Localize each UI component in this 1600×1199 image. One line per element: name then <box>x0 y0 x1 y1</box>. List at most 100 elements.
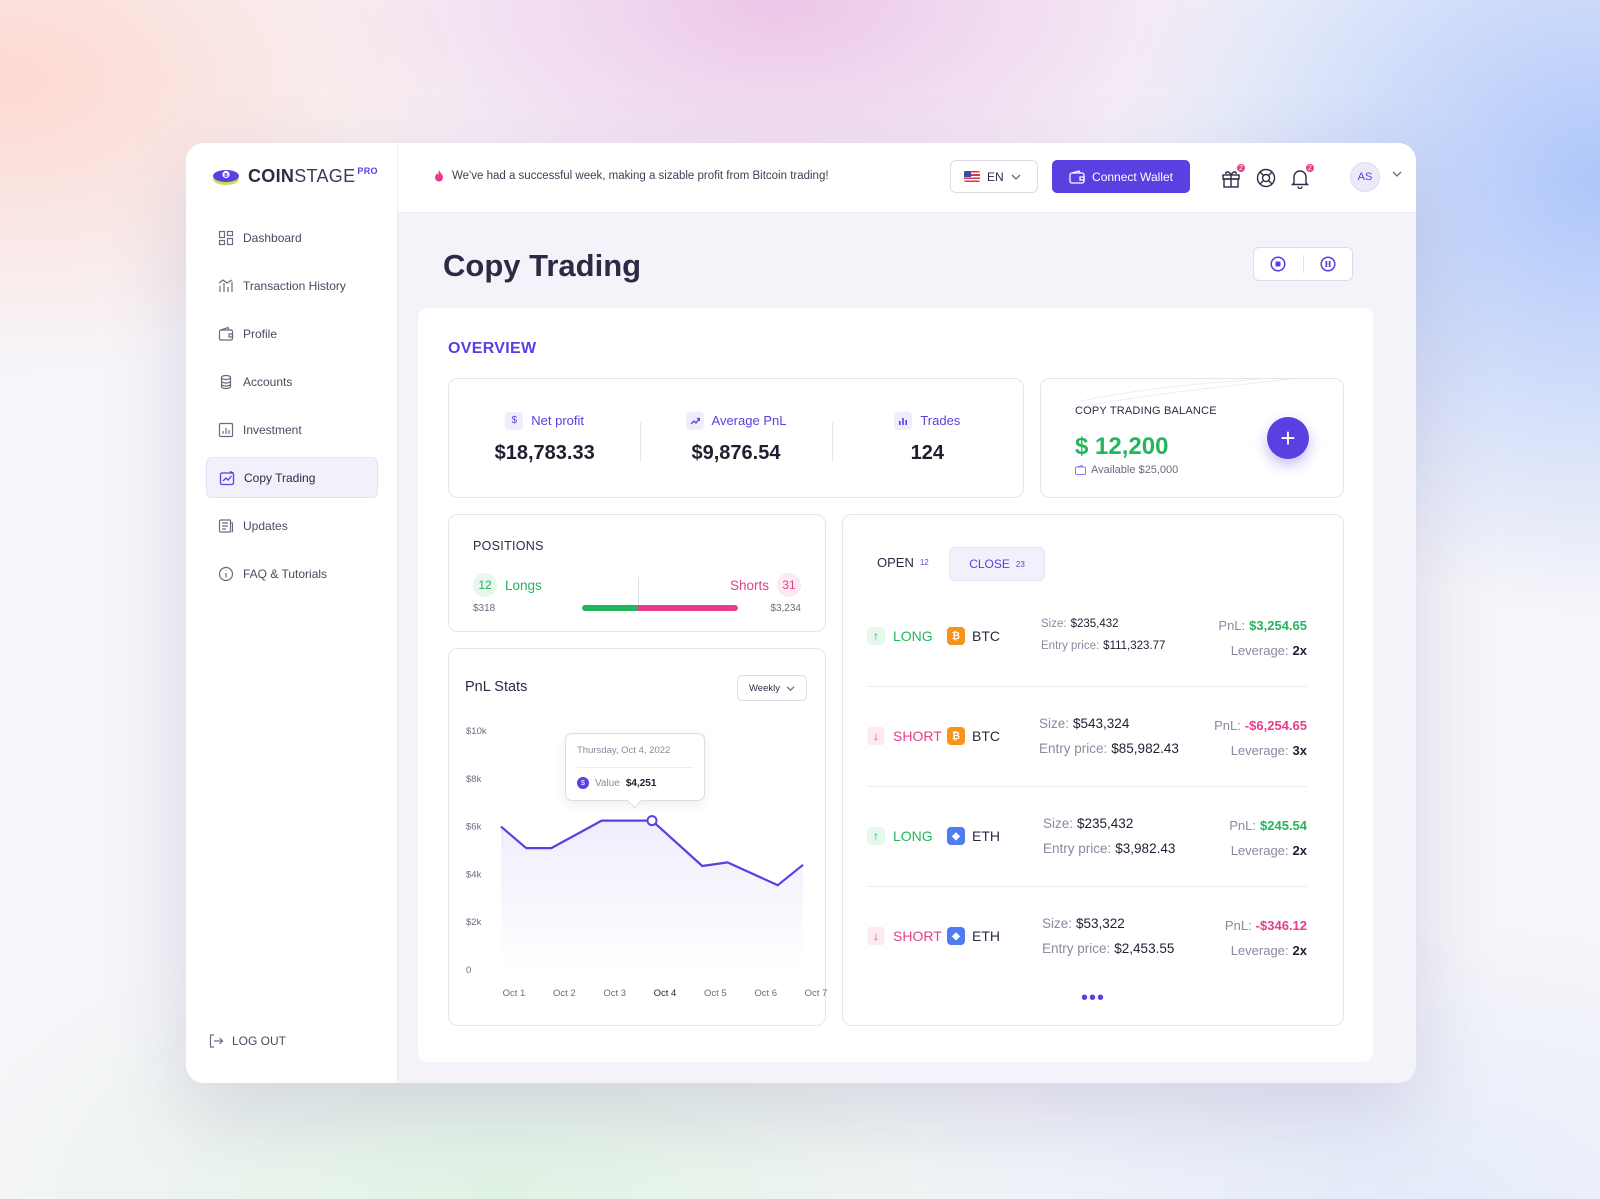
y-tick-label: $2k <box>466 917 482 928</box>
stop-icon <box>1270 256 1286 272</box>
x-tick-label: Oct 3 <box>603 988 626 999</box>
shorts-count: 31 <box>777 573 801 597</box>
y-tick-label: $4k <box>466 869 482 880</box>
main-content: We've had a successful week, making a si… <box>398 143 1416 1083</box>
sidebar-item-label: Updates <box>243 518 288 533</box>
gift-icon <box>1222 171 1240 188</box>
series-line <box>500 819 804 887</box>
tooltip-value: $4,251 <box>625 777 657 789</box>
pause-icon <box>1320 256 1336 272</box>
stat-trades: Trades 124 <box>831 411 1023 465</box>
positions-title: POSITIONS <box>473 539 544 553</box>
positions-ratio-bar <box>582 605 738 611</box>
logo-text: COINSTAGE PRO <box>248 165 378 186</box>
ethereum-icon: ◆ <box>947 927 965 945</box>
sidebar-item-investment[interactable]: Investment <box>206 409 378 450</box>
stat-average-pnl: Average PnL $9,876.54 <box>640 411 831 465</box>
notifications-button[interactable]: 2 <box>1289 163 1315 190</box>
highlight-point <box>646 815 658 827</box>
x-tick-label: Oct 1 <box>503 988 526 999</box>
trade-coin: ETH <box>972 928 1000 944</box>
stat-value: 124 <box>910 441 944 464</box>
lifebuoy-icon <box>1256 168 1276 188</box>
logout-button[interactable]: LOG OUT <box>208 1033 286 1049</box>
page-title: Copy Trading <box>443 248 642 283</box>
pnl-stats-card: PnL Stats Weekly $10k $8k $6k $4k $2k 0 Oct 1 O… <box>448 648 827 1026</box>
y-tick-label: 0 <box>466 965 471 976</box>
ethereum-icon: ◆ <box>947 827 965 845</box>
sidebar-item-transaction-history[interactable]: Transaction History <box>206 265 378 306</box>
tab-open[interactable]: OPEN 12 <box>877 555 929 570</box>
add-balance-button[interactable]: + <box>1267 417 1309 459</box>
sidebar-item-dashboard[interactable]: Dashboard <box>206 217 378 258</box>
trade-row[interactable]: ↓ SHORT ◆ ETH Size: $53,322 Entry price: $… <box>867 887 1307 987</box>
chevron-down-icon[interactable] <box>1392 171 1402 177</box>
overview-panel: OVERVIEW $ Net profit $18,783.33 Average … <box>418 308 1373 1062</box>
divider <box>577 767 693 768</box>
period-select[interactable]: Weekly <box>737 675 807 701</box>
sidebar-item-label: Copy Trading <box>244 470 316 485</box>
tooltip-label: Value <box>595 777 620 789</box>
decorative-lines <box>1070 379 1292 410</box>
stop-button[interactable] <box>1254 248 1303 280</box>
sidebar-item-copy-trading[interactable]: Copy Trading <box>206 457 378 498</box>
trade-direction: LONG <box>893 628 933 644</box>
trend-chart-icon <box>219 470 235 485</box>
trade-pnl: PnL: $245.54 Leverage: 2x <box>1229 818 1307 858</box>
x-tick-label: Oct 2 <box>553 988 576 999</box>
top-bar: We've had a successful week, making a si… <box>398 143 1416 213</box>
longs-summary: 12 Longs <box>473 573 542 597</box>
shorts-amount: $3,234 <box>770 603 801 614</box>
sidebar-item-accounts[interactable]: Accounts <box>206 361 378 402</box>
longs-bar <box>582 605 639 611</box>
sidebar-item-label: Transaction History <box>243 278 346 293</box>
y-tick-label: $8k <box>466 774 482 785</box>
arrow-down-icon: ↓ <box>867 727 885 745</box>
y-tick-label: $6k <box>466 822 482 833</box>
trade-size: Size: $235,432 Entry price: $111,323.77 <box>1041 618 1166 652</box>
wallet-icon <box>1069 169 1085 184</box>
trade-row[interactable]: ↑ LONG ◆ ETH Size: $235,432 Entry price: $… <box>867 787 1307 887</box>
support-button[interactable] <box>1255 167 1277 189</box>
coins-icon <box>220 374 232 389</box>
announcement-text: We've had a successful week, making a si… <box>452 170 829 182</box>
avatar[interactable]: AS <box>1350 162 1380 192</box>
pause-button[interactable] <box>1304 248 1353 280</box>
gift-button[interactable]: 2 <box>1220 163 1246 189</box>
longs-label: Longs <box>505 577 542 593</box>
x-tick-label: Oct 7 <box>805 988 827 999</box>
bell-icon <box>1290 170 1310 190</box>
language-select[interactable]: EN <box>950 160 1038 193</box>
sidebar-item-label: Dashboard <box>243 230 302 245</box>
trade-size: Size: $53,322 Entry price: $2,453.55 <box>1042 916 1175 956</box>
trade-size: Size: $235,432 Entry price: $3,982.43 <box>1043 816 1176 856</box>
sidebar-item-label: FAQ & Tutorials <box>243 566 328 581</box>
dollar-icon: $ <box>505 411 524 430</box>
stats-card: $ Net profit $18,783.33 Average PnL $9,87… <box>448 378 1024 498</box>
sidebar-item-faq[interactable]: FAQ & Tutorials <box>206 553 378 594</box>
x-tick-label: Oct 4 <box>654 988 677 999</box>
info-icon <box>218 566 234 581</box>
sidebar: B COINSTAGE PRO Dashboard Transaction His… <box>186 143 398 1083</box>
stat-value: $9,876.54 <box>691 441 781 464</box>
y-tick-label: $10k <box>466 726 487 737</box>
sidebar-item-label: Investment <box>243 422 302 437</box>
sidebar-item-updates[interactable]: Updates <box>206 505 378 546</box>
trade-row[interactable]: ↓ SHORT ₿ BTC Size: $543,324 Entry price:… <box>867 687 1307 787</box>
stat-net-profit: $ Net profit $18,783.33 <box>449 411 640 465</box>
more-button[interactable]: ••• <box>1081 987 1106 1009</box>
sidebar-item-profile[interactable]: Profile <box>206 313 378 354</box>
logout-label: LOG OUT <box>232 1034 287 1048</box>
plus-icon: + <box>1280 422 1296 453</box>
trades-card: OPEN 12 CLOSE 23 ↑ LONG ₿ BTC <box>842 514 1344 1026</box>
logo[interactable]: B COINSTAGE PRO <box>212 165 378 187</box>
x-tick-label: Oct 5 <box>704 988 727 999</box>
bars-icon <box>894 411 913 430</box>
longs-amount: $318 <box>473 603 496 614</box>
sidebar-item-label: Accounts <box>243 374 293 389</box>
bar-chart-icon <box>218 422 234 437</box>
connect-wallet-button[interactable]: Connect Wallet <box>1052 160 1190 193</box>
tab-close[interactable]: CLOSE 23 <box>949 547 1045 581</box>
trade-row[interactable]: ↑ LONG ₿ BTC Size: $235,432 Entry price: $… <box>867 587 1307 687</box>
logo-icon: B <box>212 165 240 187</box>
